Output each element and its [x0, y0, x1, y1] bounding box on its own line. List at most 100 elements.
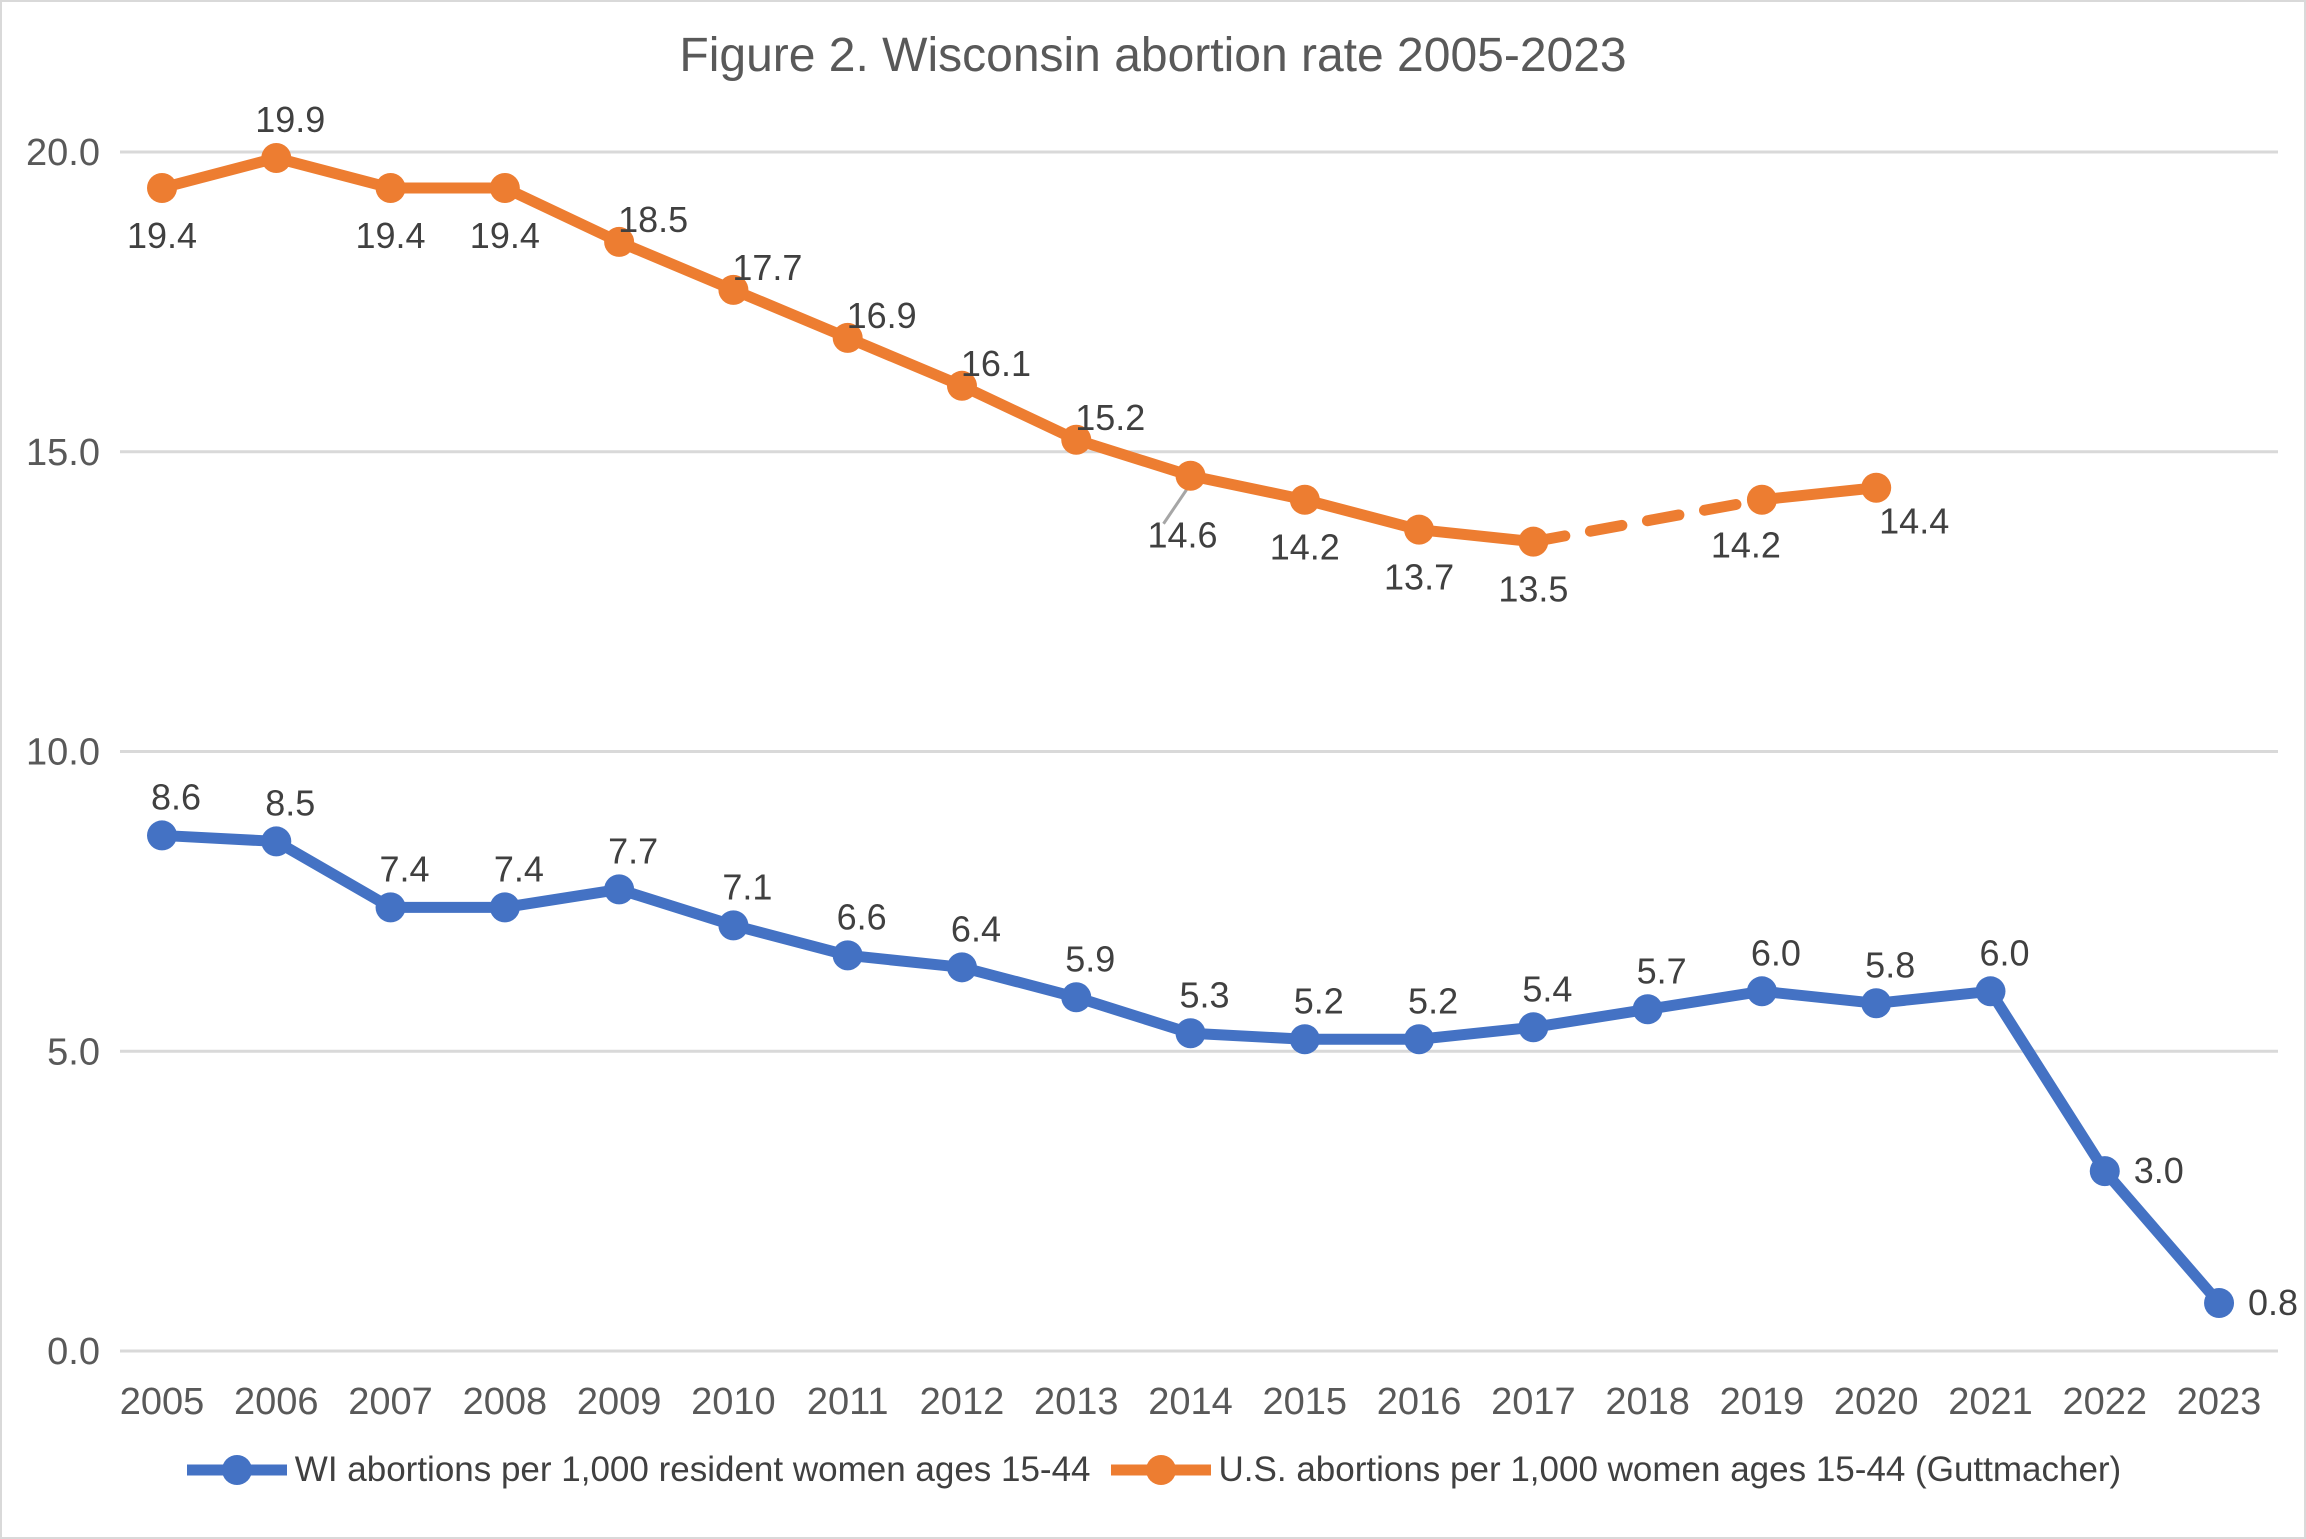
y-axis-tick-label: 0.0	[47, 1331, 100, 1373]
wi-series-marker	[2204, 1288, 2235, 1319]
x-axis-tick-label: 2008	[463, 1381, 548, 1423]
us-data-label: 14.4	[1879, 501, 1949, 542]
wi-series-segment	[956, 961, 1082, 1003]
us-data-label: 16.1	[961, 343, 1031, 384]
wi-series-marker	[1061, 982, 1092, 1013]
us-series-segment	[1413, 524, 1539, 548]
wi-series-marker	[946, 952, 977, 983]
wi-series-marker	[718, 910, 749, 941]
wi-series-marker	[1404, 1024, 1435, 1055]
us-series-marker	[832, 322, 863, 353]
us-series-segment	[499, 182, 625, 248]
us-series-marker	[1861, 472, 1892, 503]
x-axis-tick-label: 2010	[691, 1381, 776, 1423]
wi-data-label: 6.6	[837, 896, 887, 937]
wi-series-marker	[604, 874, 635, 905]
wi-legend-label: WI abortions per 1,000 resident women ag…	[294, 1450, 1091, 1489]
us-data-label: 13.7	[1384, 557, 1454, 598]
wi-series-marker	[1632, 994, 1663, 1025]
wi-data-label: 5.3	[1179, 974, 1229, 1015]
x-axis-tick-label: 2007	[348, 1381, 433, 1423]
us-data-label: 14.2	[1711, 525, 1781, 566]
legend: WI abortions per 1,000 resident women ag…	[2, 1450, 2304, 1490]
wi-series-marker	[832, 940, 863, 971]
wi-data-label: 7.7	[608, 830, 658, 871]
us-data-label: 19.4	[356, 215, 426, 256]
x-axis-tick-label: 2015	[1263, 1381, 1348, 1423]
wi-series-marker	[147, 820, 177, 851]
wi-series-segment	[613, 883, 739, 931]
wi-data-label: 8.6	[151, 776, 201, 817]
wi-series-segment	[2099, 1165, 2225, 1309]
us-series-marker	[1175, 460, 1206, 491]
us-data-label: 13.5	[1498, 569, 1568, 610]
us-series-marker	[261, 142, 292, 173]
y-axis-tick-label: 10.0	[26, 732, 100, 774]
wi-series-marker	[1518, 1012, 1549, 1043]
x-axis-tick-label: 2013	[1034, 1381, 1119, 1423]
wi-series-segment	[727, 919, 854, 961]
x-axis-tick-label: 2022	[2062, 1381, 2147, 1423]
wi-series-marker	[1289, 1024, 1320, 1055]
us-series-marker	[1061, 424, 1092, 455]
us-series-marker	[375, 172, 406, 203]
x-axis-tick-label: 2023	[2177, 1381, 2262, 1423]
wi-series-segment	[156, 829, 282, 847]
wi-data-label: 5.8	[1865, 944, 1915, 985]
us-data-label: 15.2	[1075, 397, 1145, 438]
us-series-segment	[1527, 494, 1768, 548]
wi-data-label: 5.2	[1408, 980, 1458, 1021]
us-series-segment	[1070, 434, 1197, 482]
chart-title: Figure 2. Wisconsin abortion rate 2005-2…	[679, 29, 1627, 82]
wi-data-label: 5.9	[1065, 938, 1115, 979]
wi-series-segment	[1756, 985, 1882, 1009]
wi-series-segment	[1870, 985, 1996, 1009]
wi-data-label: 5.2	[1294, 980, 1344, 1021]
us-data-label: 14.6	[1147, 515, 1217, 556]
x-axis-tick-label: 2018	[1605, 1381, 1690, 1423]
x-axis-tick-label: 2011	[807, 1381, 889, 1423]
us-data-label: 19.4	[127, 215, 197, 256]
x-axis-tick-label: 2014	[1148, 1381, 1233, 1423]
wi-series-marker	[375, 892, 406, 923]
wi-series-marker	[1175, 1018, 1206, 1049]
wi-series-marker	[1861, 988, 1892, 1019]
us-series-segment	[1756, 482, 1882, 506]
us-series-marker	[1289, 484, 1320, 515]
wi-series-marker	[1746, 976, 1777, 1007]
x-axis-tick-label: 2020	[1834, 1381, 1919, 1423]
x-axis-tick-label: 2021	[1948, 1381, 2033, 1423]
us-series-marker	[1746, 484, 1777, 515]
us-series-segment	[156, 152, 282, 194]
us-data-label: 18.5	[618, 199, 688, 240]
us-series-marker	[1404, 514, 1435, 545]
us-series-marker	[718, 274, 749, 305]
wi-series-segment	[1413, 1021, 1539, 1045]
wi-legend-key-icon	[186, 1455, 287, 1485]
wi-data-label: 7.4	[380, 848, 430, 889]
wi-series-segment	[1642, 985, 1768, 1015]
wi-data-label: 0.8	[2248, 1282, 2298, 1323]
us-data-label: 17.7	[732, 247, 802, 288]
wi-data-label: 8.5	[265, 782, 315, 823]
wi-data-label: 3.0	[2134, 1150, 2184, 1191]
y-axis-tick-label: 15.0	[26, 432, 100, 474]
us-series-segment	[727, 284, 854, 344]
us-series-marker	[946, 370, 977, 401]
wi-series-segment	[1984, 985, 2111, 1177]
y-axis-tick-label: 5.0	[47, 1031, 100, 1073]
us-legend-key-icon	[1110, 1455, 1211, 1485]
us-series-marker	[1518, 526, 1549, 557]
wi-data-label: 7.1	[722, 866, 772, 907]
us-data-label: 16.9	[847, 295, 917, 336]
x-axis-tick-label: 2009	[577, 1381, 662, 1423]
x-axis-tick-label: 2006	[234, 1381, 319, 1423]
us-series-segment	[613, 236, 739, 296]
x-axis-tick-label: 2019	[1720, 1381, 1805, 1423]
us-series-marker	[147, 172, 177, 203]
wi-series-segment	[499, 883, 625, 913]
wi-series-segment	[270, 835, 397, 913]
wi-series-marker	[489, 892, 520, 923]
